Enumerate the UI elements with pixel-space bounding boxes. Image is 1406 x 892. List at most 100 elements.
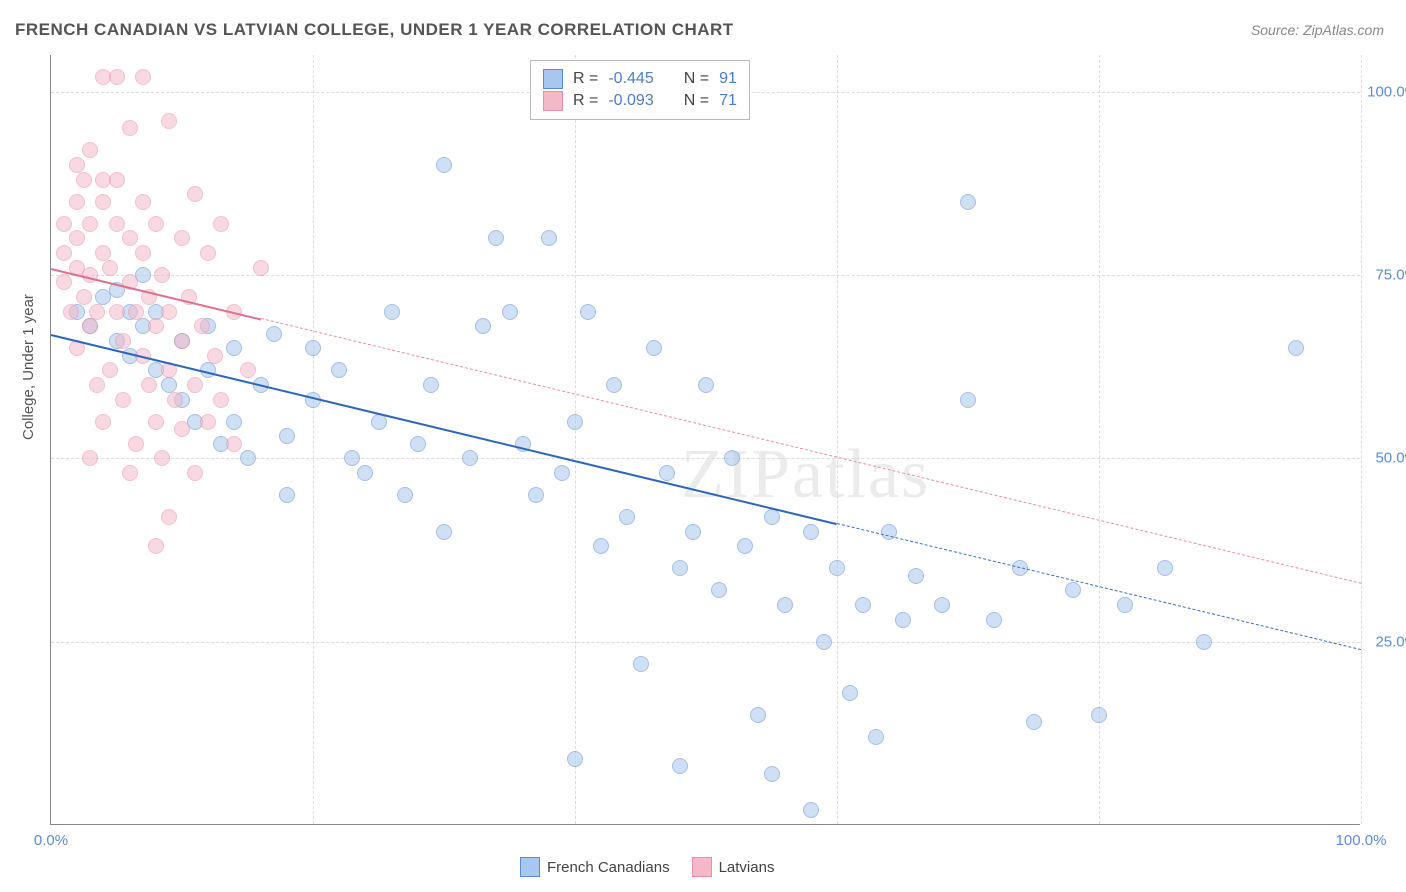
scatter-point xyxy=(488,230,504,246)
scatter-point xyxy=(102,260,118,276)
scatter-point xyxy=(122,465,138,481)
scatter-point xyxy=(803,802,819,818)
y-tick-label: 50.0% xyxy=(1375,450,1406,467)
scatter-point xyxy=(253,260,269,276)
scatter-point xyxy=(895,612,911,628)
scatter-point xyxy=(69,157,85,173)
scatter-point xyxy=(76,289,92,305)
scatter-point xyxy=(567,751,583,767)
legend-r-value: -0.445 xyxy=(608,70,653,88)
scatter-point xyxy=(207,348,223,364)
scatter-point xyxy=(606,377,622,393)
scatter-point xyxy=(672,758,688,774)
scatter-point xyxy=(554,465,570,481)
legend-row: R = -0.093 N = 71 xyxy=(543,91,737,111)
scatter-point xyxy=(475,318,491,334)
scatter-point xyxy=(95,194,111,210)
correlation-legend: R = -0.445 N = 91 R = -0.093 N = 71 xyxy=(530,60,750,120)
scatter-point xyxy=(240,362,256,378)
scatter-point xyxy=(633,656,649,672)
scatter-point xyxy=(135,245,151,261)
scatter-point xyxy=(89,304,105,320)
scatter-point xyxy=(1091,707,1107,723)
scatter-point xyxy=(167,392,183,408)
scatter-point xyxy=(154,267,170,283)
scatter-point xyxy=(82,450,98,466)
scatter-point xyxy=(174,333,190,349)
scatter-point xyxy=(56,245,72,261)
scatter-point xyxy=(213,392,229,408)
scatter-point xyxy=(423,377,439,393)
scatter-point xyxy=(63,304,79,320)
legend-n-value: 91 xyxy=(719,70,737,88)
scatter-point xyxy=(567,414,583,430)
scatter-point xyxy=(384,304,400,320)
scatter-point xyxy=(357,465,373,481)
legend-n-label: N = xyxy=(684,92,709,110)
scatter-point xyxy=(344,450,360,466)
scatter-point xyxy=(1288,340,1304,356)
scatter-point xyxy=(161,509,177,525)
scatter-point xyxy=(194,318,210,334)
scatter-point xyxy=(154,450,170,466)
scatter-point xyxy=(462,450,478,466)
scatter-point xyxy=(868,729,884,745)
scatter-point xyxy=(960,392,976,408)
scatter-point xyxy=(698,377,714,393)
scatter-point xyxy=(82,318,98,334)
scatter-point xyxy=(128,436,144,452)
scatter-point xyxy=(593,538,609,554)
scatter-point xyxy=(56,216,72,232)
watermark: ZIPatlas xyxy=(681,435,930,515)
scatter-point xyxy=(148,318,164,334)
scatter-point xyxy=(135,69,151,85)
chart-container: FRENCH CANADIAN VS LATVIAN COLLEGE, UNDE… xyxy=(0,0,1406,892)
legend-swatch xyxy=(520,857,540,877)
gridline-vertical xyxy=(575,55,576,824)
scatter-point xyxy=(174,230,190,246)
source-label: Source: ZipAtlas.com xyxy=(1251,22,1384,38)
scatter-point xyxy=(148,216,164,232)
scatter-point xyxy=(1065,582,1081,598)
scatter-point xyxy=(646,340,662,356)
scatter-point xyxy=(187,186,203,202)
scatter-point xyxy=(436,524,452,540)
scatter-point xyxy=(305,340,321,356)
gridline-vertical xyxy=(1361,55,1362,824)
legend-series-name: French Canadians xyxy=(547,859,670,876)
scatter-point xyxy=(128,304,144,320)
scatter-point xyxy=(95,69,111,85)
scatter-point xyxy=(685,524,701,540)
legend-series-name: Latvians xyxy=(719,859,775,876)
scatter-point xyxy=(69,194,85,210)
scatter-point xyxy=(82,216,98,232)
scatter-point xyxy=(502,304,518,320)
chart-title: FRENCH CANADIAN VS LATVIAN COLLEGE, UNDE… xyxy=(15,20,734,40)
scatter-point xyxy=(115,333,131,349)
scatter-point xyxy=(279,428,295,444)
gridline-vertical xyxy=(837,55,838,824)
legend-item: French Canadians xyxy=(520,857,670,877)
scatter-point xyxy=(200,414,216,430)
scatter-point xyxy=(1026,714,1042,730)
legend-r-value: -0.093 xyxy=(608,92,653,110)
x-tick-label: 0.0% xyxy=(34,832,68,849)
legend-r-label: R = xyxy=(573,70,598,88)
y-tick-label: 75.0% xyxy=(1375,267,1406,284)
scatter-point xyxy=(240,450,256,466)
scatter-point xyxy=(82,142,98,158)
y-axis-title: College, Under 1 year xyxy=(20,294,37,440)
scatter-point xyxy=(109,216,125,232)
scatter-point xyxy=(1157,560,1173,576)
trend-line xyxy=(260,318,1361,584)
legend-n-label: N = xyxy=(684,70,709,88)
scatter-point xyxy=(410,436,426,452)
scatter-point xyxy=(109,304,125,320)
scatter-point xyxy=(331,362,347,378)
scatter-point xyxy=(161,113,177,129)
series-legend: French Canadians Latvians xyxy=(520,857,774,877)
scatter-point xyxy=(135,194,151,210)
scatter-point xyxy=(672,560,688,576)
scatter-point xyxy=(764,766,780,782)
legend-item: Latvians xyxy=(692,857,775,877)
